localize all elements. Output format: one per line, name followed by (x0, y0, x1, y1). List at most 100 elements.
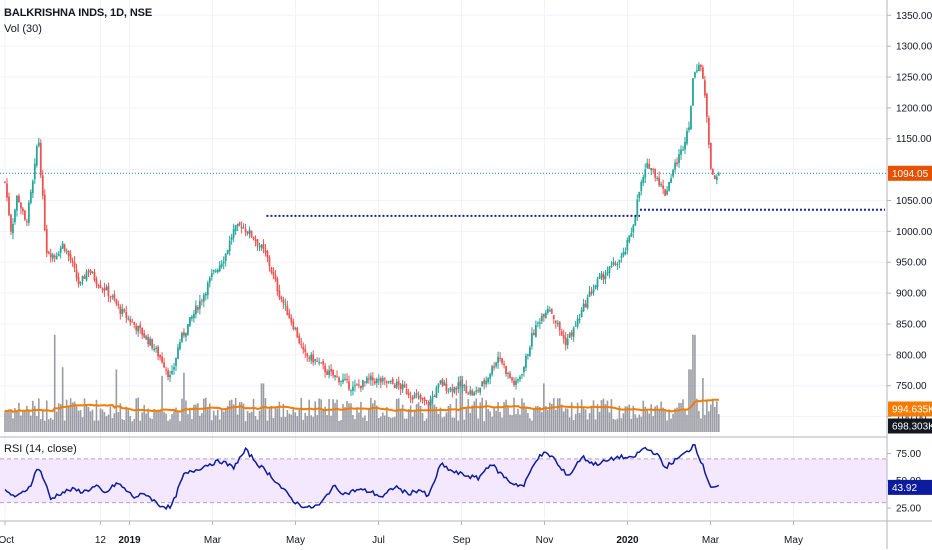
volume-bar (97, 420, 100, 432)
volume-bar (501, 417, 503, 432)
candle (113, 290, 116, 302)
candle (288, 308, 291, 319)
volume-bar (244, 421, 247, 432)
candle (600, 270, 603, 281)
candle (27, 200, 30, 226)
candle (23, 209, 26, 222)
volume-bar (113, 413, 116, 432)
volume-bar (276, 408, 279, 432)
candle (636, 194, 639, 222)
volume-bar (308, 399, 311, 432)
candle (622, 247, 625, 258)
candle (39, 139, 42, 179)
candle (356, 383, 358, 386)
candle (602, 271, 605, 284)
volume-bar (431, 397, 434, 432)
volume-bar (230, 399, 233, 432)
volume-bar (505, 399, 507, 432)
candle (226, 249, 229, 255)
candle (256, 238, 259, 251)
volume-bar (163, 411, 165, 432)
volume-bar (248, 412, 251, 432)
candle (248, 226, 251, 239)
volume-bar (115, 369, 118, 432)
volume-bar (298, 409, 301, 432)
volume-bar (232, 404, 235, 432)
candle (588, 285, 591, 298)
candle (586, 294, 589, 310)
volume-bar (545, 406, 547, 432)
volume-legend: Vol (30) (4, 23, 42, 35)
candle (572, 326, 575, 342)
volume-bar (316, 415, 318, 432)
volume-bar (521, 398, 523, 432)
candle (598, 272, 601, 280)
volume-bar (580, 399, 583, 432)
candle (674, 159, 676, 173)
candle (662, 179, 665, 195)
volume-bar (157, 410, 159, 432)
candle (240, 221, 243, 234)
volume-bar (222, 411, 225, 432)
candle (461, 378, 464, 393)
candle (45, 224, 48, 258)
volume-bar (419, 406, 422, 432)
volume-bar (153, 408, 155, 432)
candle (244, 223, 247, 237)
candle (652, 167, 655, 174)
candle (684, 136, 686, 154)
volume-bar (338, 420, 340, 432)
candle (431, 390, 434, 404)
volume-bar (141, 412, 143, 432)
candle (346, 373, 348, 384)
volume-bar (556, 398, 559, 432)
volume-bar (670, 418, 672, 432)
volume-bar (511, 415, 513, 432)
candle (475, 386, 478, 395)
candle (109, 295, 112, 303)
candle (93, 268, 96, 283)
candle (564, 331, 567, 351)
volume-bar (73, 401, 76, 432)
candle (487, 377, 490, 385)
volume-bar (370, 397, 372, 432)
volume-bar (381, 412, 384, 432)
price-tick-label: 1000.00 (896, 227, 932, 238)
candle (511, 376, 513, 383)
candle (16, 194, 18, 217)
volume-bar (606, 400, 609, 432)
candle (336, 370, 338, 378)
volume-bar (374, 400, 376, 432)
price-candles[interactable] (4, 62, 720, 413)
candle (250, 230, 253, 238)
candle (147, 333, 150, 348)
candle (314, 358, 317, 365)
volume-bar (378, 417, 380, 432)
volume-bar (495, 410, 497, 432)
volume-bar (284, 416, 287, 432)
volume-bar (67, 405, 70, 432)
volume-bar (640, 416, 643, 432)
candle (624, 247, 627, 256)
candle (646, 158, 649, 169)
volume-bar (300, 397, 303, 432)
volume-bar (539, 407, 541, 432)
candle (167, 367, 169, 381)
rsi-line (4, 444, 720, 511)
candle (373, 378, 376, 386)
volume-bar (427, 405, 430, 432)
candle (686, 127, 688, 146)
candle (214, 268, 217, 274)
candle (81, 275, 84, 286)
svg-text:698.303K: 698.303K (892, 422, 932, 433)
candle (145, 334, 148, 341)
volume-bar (493, 406, 495, 432)
volume-bar (208, 403, 211, 432)
volume-bar (24, 410, 26, 432)
volume-bar (662, 407, 664, 432)
volume-bar (706, 401, 708, 432)
candle (41, 170, 44, 200)
time-tick-label: Mar (702, 535, 720, 546)
volume-bar (155, 410, 157, 432)
